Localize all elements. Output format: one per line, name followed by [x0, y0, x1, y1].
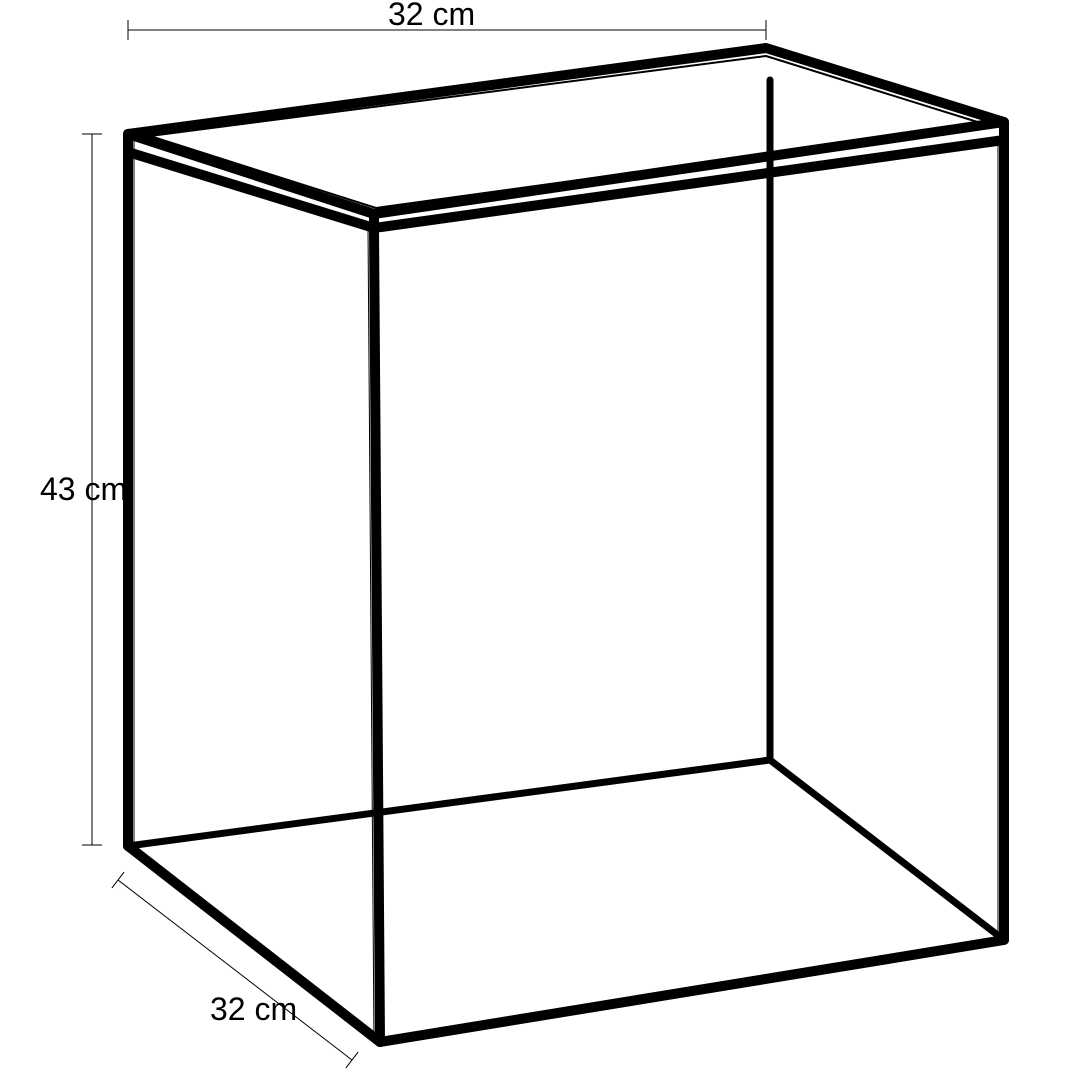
dimension-width-label: 32 cm: [388, 0, 475, 32]
product-dimension-diagram: 32 cm 43 cm 32 cm: [0, 0, 1080, 1080]
dimension-depth-label: 32 cm: [210, 991, 297, 1027]
dimension-height-label: 43 cm: [40, 471, 127, 507]
